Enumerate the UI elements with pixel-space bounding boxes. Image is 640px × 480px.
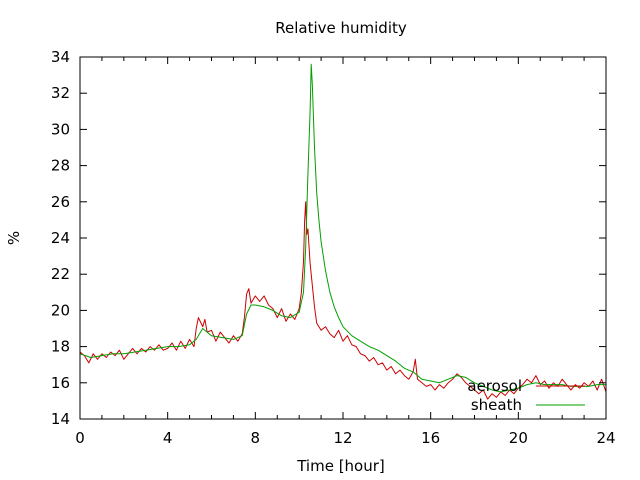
series-line-sheath <box>80 63 606 393</box>
x-tick-label: 24 <box>596 429 615 447</box>
y-tick-label: 24 <box>51 229 70 247</box>
x-tick-label: 20 <box>509 429 528 447</box>
x-tick-label: 4 <box>163 429 173 447</box>
y-tick-label: 18 <box>51 338 70 356</box>
legend-label-aerosol: aerosol <box>467 377 522 395</box>
y-tick-label: 16 <box>51 374 70 392</box>
y-axis-label: % <box>5 231 23 245</box>
legend-label-sheath: sheath <box>471 396 522 414</box>
x-tick-label: 8 <box>251 429 261 447</box>
ticks-layer: 14 16 18 20 22 24 26 28 30 32 34 0 4 8 12 16 20 24 <box>51 48 616 447</box>
y-tick-label: 14 <box>51 410 70 428</box>
series-layer <box>80 63 606 400</box>
plot-frame <box>79 56 607 420</box>
y-tick-label: 26 <box>51 193 70 211</box>
y-tick-label: 22 <box>51 265 70 283</box>
y-tick-label: 20 <box>51 301 70 319</box>
y-tick-label: 32 <box>51 84 70 102</box>
chart-title: Relative humidity <box>275 19 407 37</box>
x-tick-label: 12 <box>333 429 352 447</box>
x-axis-label: Time [hour] <box>296 457 385 475</box>
x-tick-label: 0 <box>75 429 85 447</box>
series-line-aerosol <box>80 201 606 400</box>
y-tick-label: 34 <box>51 48 70 66</box>
y-tick-label: 30 <box>51 120 70 138</box>
y-tick-label: 28 <box>51 157 70 175</box>
x-tick-label: 16 <box>421 429 440 447</box>
